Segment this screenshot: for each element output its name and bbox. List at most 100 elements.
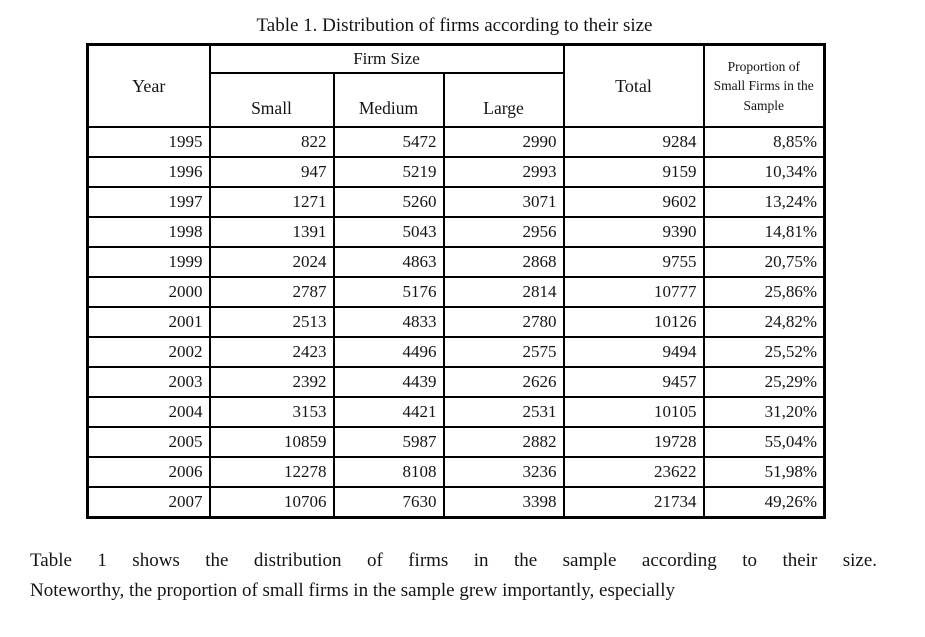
body-paragraph-line-2: Noteworthy, the proportion of small firm… bbox=[30, 580, 675, 601]
large-cell: 2990 bbox=[442, 126, 565, 158]
medium-cell: 4863 bbox=[332, 246, 445, 278]
small-cell: 2787 bbox=[208, 276, 335, 308]
year-cell: 1999 bbox=[86, 246, 211, 278]
large-cell: 2882 bbox=[442, 426, 565, 458]
medium-cell: 7630 bbox=[332, 486, 445, 519]
medium-cell: 8108 bbox=[332, 456, 445, 488]
total-cell: 23622 bbox=[562, 456, 705, 488]
col-header-large: Large bbox=[442, 72, 565, 128]
table-row: 1998 1391 5043 2956 9390 14,81% bbox=[86, 216, 826, 248]
header-row-sub: Small Medium Large bbox=[88, 72, 825, 128]
small-cell: 10706 bbox=[208, 486, 335, 519]
medium-cell: 5176 bbox=[332, 276, 445, 308]
col-header-year: Year bbox=[86, 43, 211, 128]
proportion-cell: 51,98% bbox=[702, 456, 826, 488]
small-cell: 3153 bbox=[208, 396, 335, 428]
total-cell: 9494 bbox=[562, 336, 705, 368]
proportion-cell: 25,52% bbox=[702, 336, 826, 368]
total-cell: 9159 bbox=[562, 156, 705, 188]
col-header-medium: Medium bbox=[332, 72, 445, 128]
firms-distribution-table: Year Firm Size Total Proportion of Small… bbox=[86, 43, 826, 519]
large-cell: 2575 bbox=[442, 336, 565, 368]
total-cell: 9755 bbox=[562, 246, 705, 278]
total-cell: 9284 bbox=[562, 126, 705, 158]
table-row: 2007 10706 7630 3398 21734 49,26% bbox=[86, 486, 826, 519]
small-cell: 2513 bbox=[208, 306, 335, 338]
col-header-proportion: Proportion of Small Firms in the Sample bbox=[702, 43, 826, 128]
total-cell: 9457 bbox=[562, 366, 705, 398]
table-row: 2002 2423 4496 2575 9494 25,52% bbox=[86, 336, 826, 368]
proportion-cell: 24,82% bbox=[702, 306, 826, 338]
small-cell: 10859 bbox=[208, 426, 335, 458]
table-row: 2003 2392 4439 2626 9457 25,29% bbox=[86, 366, 826, 398]
proportion-cell: 14,81% bbox=[702, 216, 826, 248]
proportion-cell: 10,34% bbox=[702, 156, 826, 188]
col-header-total: Total bbox=[562, 43, 705, 128]
small-cell: 2392 bbox=[208, 366, 335, 398]
year-cell: 2000 bbox=[86, 276, 211, 308]
large-cell: 3071 bbox=[442, 186, 565, 218]
year-cell: 1998 bbox=[86, 216, 211, 248]
medium-cell: 5987 bbox=[332, 426, 445, 458]
table-row: 2004 3153 4421 2531 10105 31,20% bbox=[86, 396, 826, 428]
year-cell: 2003 bbox=[86, 366, 211, 398]
proportion-cell: 25,29% bbox=[702, 366, 826, 398]
large-cell: 2814 bbox=[442, 276, 565, 308]
year-cell: 1995 bbox=[86, 126, 211, 158]
year-cell: 2006 bbox=[86, 456, 211, 488]
year-cell: 2005 bbox=[86, 426, 211, 458]
total-cell: 10126 bbox=[562, 306, 705, 338]
table-caption: Table 1. Distribution of firms according… bbox=[256, 15, 653, 36]
total-cell: 9602 bbox=[562, 186, 705, 218]
medium-cell: 5219 bbox=[332, 156, 445, 188]
large-cell: 2780 bbox=[442, 306, 565, 338]
small-cell: 1391 bbox=[208, 216, 335, 248]
table-row: 1999 2024 4863 2868 9755 20,75% bbox=[86, 246, 826, 278]
table-row: 1997 1271 5260 3071 9602 13,24% bbox=[86, 186, 826, 218]
total-cell: 21734 bbox=[562, 486, 705, 519]
total-cell: 9390 bbox=[562, 216, 705, 248]
small-cell: 2423 bbox=[208, 336, 335, 368]
large-cell: 3236 bbox=[442, 456, 565, 488]
body-paragraph: Table 1 shows the distribution of firms … bbox=[30, 546, 877, 606]
small-cell: 947 bbox=[208, 156, 335, 188]
medium-cell: 5472 bbox=[332, 126, 445, 158]
body-paragraph-line-1: Table 1 shows the distribution of firms … bbox=[30, 550, 877, 571]
small-cell: 1271 bbox=[208, 186, 335, 218]
proportion-cell: 49,26% bbox=[702, 486, 826, 519]
small-cell: 2024 bbox=[208, 246, 335, 278]
medium-cell: 4439 bbox=[332, 366, 445, 398]
large-cell: 3398 bbox=[442, 486, 565, 519]
year-cell: 2004 bbox=[86, 396, 211, 428]
table-body: 1995 822 5472 2990 9284 8,85% 1996 947 5… bbox=[86, 126, 826, 519]
large-cell: 2868 bbox=[442, 246, 565, 278]
proportion-cell: 31,20% bbox=[702, 396, 826, 428]
medium-cell: 4421 bbox=[332, 396, 445, 428]
table-row: 2001 2513 4833 2780 10126 24,82% bbox=[86, 306, 826, 338]
medium-cell: 4833 bbox=[332, 306, 445, 338]
large-cell: 2993 bbox=[442, 156, 565, 188]
year-cell: 2007 bbox=[86, 486, 211, 519]
document-page: Table 1. Distribution of firms according… bbox=[0, 15, 925, 637]
large-cell: 2626 bbox=[442, 366, 565, 398]
large-cell: 2531 bbox=[442, 396, 565, 428]
col-header-firm-size: Firm Size bbox=[208, 43, 565, 74]
medium-cell: 5260 bbox=[332, 186, 445, 218]
table-row: 2005 10859 5987 2882 19728 55,04% bbox=[86, 426, 826, 458]
year-cell: 1996 bbox=[86, 156, 211, 188]
medium-cell: 5043 bbox=[332, 216, 445, 248]
col-header-small: Small bbox=[208, 72, 335, 128]
total-cell: 19728 bbox=[562, 426, 705, 458]
year-cell: 1997 bbox=[86, 186, 211, 218]
year-cell: 2001 bbox=[86, 306, 211, 338]
proportion-cell: 55,04% bbox=[702, 426, 826, 458]
proportion-cell: 25,86% bbox=[702, 276, 826, 308]
proportion-cell: 13,24% bbox=[702, 186, 826, 218]
proportion-cell: 20,75% bbox=[702, 246, 826, 278]
medium-cell: 4496 bbox=[332, 336, 445, 368]
large-cell: 2956 bbox=[442, 216, 565, 248]
small-cell: 12278 bbox=[208, 456, 335, 488]
table-row: 1995 822 5472 2990 9284 8,85% bbox=[86, 126, 826, 158]
year-cell: 2002 bbox=[86, 336, 211, 368]
total-cell: 10777 bbox=[562, 276, 705, 308]
